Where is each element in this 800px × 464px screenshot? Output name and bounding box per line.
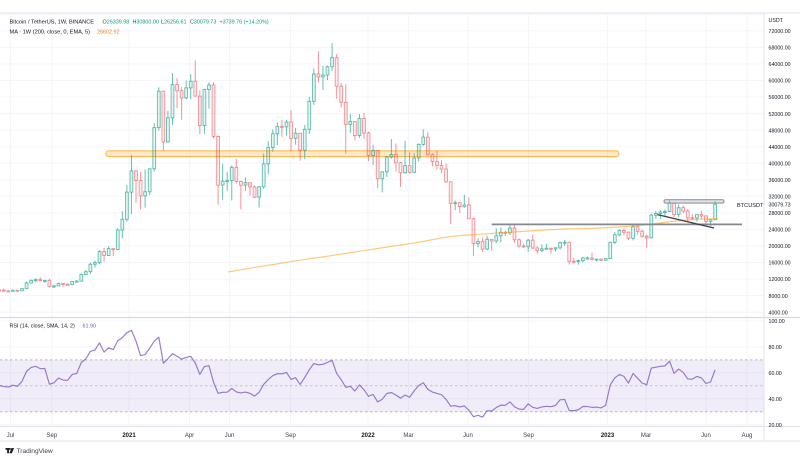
- svg-text:20000.00: 20000.00: [769, 244, 791, 250]
- svg-text:40000.00: 40000.00: [769, 161, 791, 167]
- svg-text:61.90: 61.90: [83, 324, 97, 330]
- svg-text:O26339.98: O26339.98: [103, 20, 130, 26]
- svg-text:52000.00: 52000.00: [769, 112, 791, 118]
- svg-text:Bitcoin / TetherUS, 1W, BINANC: Bitcoin / TetherUS, 1W, BINANCE: [10, 20, 95, 26]
- svg-text:60.00: 60.00: [769, 371, 782, 377]
- svg-text:24000.00: 24000.00: [769, 228, 791, 234]
- svg-text:USDT: USDT: [769, 18, 784, 24]
- svg-text:L26256.61: L26256.61: [161, 20, 186, 26]
- svg-text:32000.00: 32000.00: [769, 195, 791, 201]
- svg-text:36000.00: 36000.00: [769, 178, 791, 184]
- svg-text:2021: 2021: [122, 433, 136, 439]
- svg-text:72000.00: 72000.00: [769, 29, 791, 35]
- svg-text:44000.00: 44000.00: [769, 145, 791, 151]
- svg-text:BTCUSDT: BTCUSDT: [737, 203, 764, 209]
- svg-text:Apr: Apr: [185, 433, 194, 439]
- svg-text:TradingView: TradingView: [17, 448, 54, 455]
- svg-text:RSI (14, close, SMA, 14, 2): RSI (14, close, SMA, 14, 2): [10, 324, 76, 330]
- svg-text:8000.00: 8000.00: [769, 294, 788, 300]
- svg-text:Aug: Aug: [742, 433, 753, 439]
- svg-text:Sep: Sep: [285, 433, 296, 439]
- svg-text:100.00: 100.00: [769, 319, 785, 325]
- svg-text:64000.00: 64000.00: [769, 62, 791, 68]
- svg-text:Sep: Sep: [523, 433, 534, 439]
- svg-text:16000.00: 16000.00: [769, 261, 791, 267]
- svg-text:H30800.00: H30800.00: [133, 20, 159, 26]
- svg-text:48000.00: 48000.00: [769, 128, 791, 134]
- svg-text:56000.00: 56000.00: [769, 95, 791, 101]
- svg-text:Jun: Jun: [225, 433, 235, 439]
- svg-text:26602.92: 26602.92: [97, 29, 119, 35]
- svg-text:4000.00: 4000.00: [769, 310, 788, 316]
- svg-text:28000.00: 28000.00: [769, 211, 791, 217]
- svg-text:+3739.76 (+14.20%): +3739.76 (+14.20%): [220, 20, 269, 26]
- svg-text:Mar: Mar: [641, 433, 651, 439]
- svg-text:68000.00: 68000.00: [769, 46, 791, 52]
- svg-text:C30079.73: C30079.73: [190, 20, 216, 26]
- svg-text:Jun: Jun: [463, 433, 473, 439]
- svg-text:12000.00: 12000.00: [769, 277, 791, 283]
- svg-text:20.00: 20.00: [769, 423, 782, 429]
- svg-text:Mar: Mar: [403, 433, 413, 439]
- svg-text:2022: 2022: [361, 433, 375, 439]
- svg-text:2023: 2023: [601, 433, 615, 439]
- svg-text:Sep: Sep: [46, 433, 57, 439]
- svg-text:40.00: 40.00: [769, 397, 782, 403]
- svg-text:MA · 1W (200, close, 0, EMA, 5: MA · 1W (200, close, 0, EMA, 5): [10, 29, 91, 35]
- svg-text:60000.00: 60000.00: [769, 79, 791, 85]
- svg-text:80.00: 80.00: [769, 345, 782, 351]
- svg-text:Jun: Jun: [701, 433, 711, 439]
- svg-text:30079.73: 30079.73: [769, 202, 791, 208]
- svg-text:Jul: Jul: [7, 433, 15, 439]
